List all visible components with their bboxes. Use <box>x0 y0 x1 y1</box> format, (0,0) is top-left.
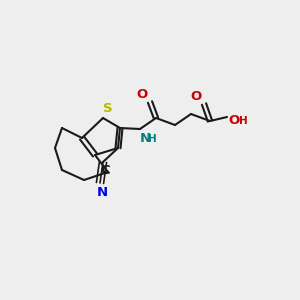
Text: H: H <box>148 134 156 144</box>
Text: S: S <box>103 103 113 116</box>
Text: N: N <box>96 185 108 199</box>
Text: H: H <box>238 116 247 126</box>
Text: O: O <box>136 88 148 100</box>
Text: N: N <box>140 133 151 146</box>
Text: O: O <box>228 115 240 128</box>
Text: O: O <box>190 89 202 103</box>
Text: C: C <box>100 164 110 176</box>
